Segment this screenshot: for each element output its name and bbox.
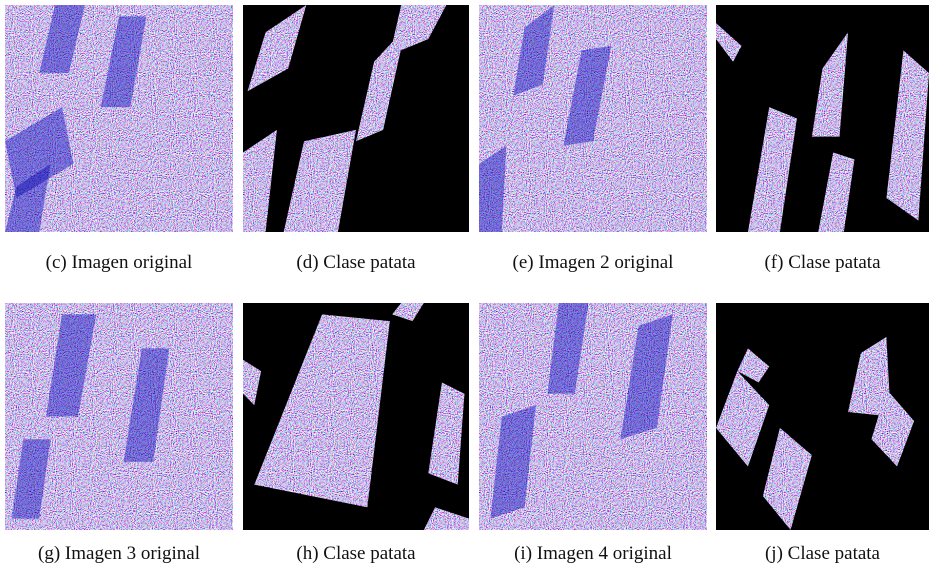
image (716, 303, 929, 530)
image (243, 303, 469, 530)
caption: (i) Imagen 4 original (459, 543, 727, 565)
caption: (h) Clase patata (223, 543, 489, 565)
image (479, 5, 707, 232)
original-image (479, 303, 707, 530)
caption: (d) Clase patata (223, 252, 489, 274)
image (479, 303, 707, 530)
original-image (5, 5, 233, 232)
image (716, 5, 929, 232)
caption: (g) Imagen 3 original (0, 543, 253, 565)
class-mask-image (716, 303, 929, 530)
class-mask-image (243, 5, 469, 232)
caption: (c) Imagen original (0, 252, 253, 274)
image (5, 303, 233, 530)
original-image (5, 303, 233, 530)
figure-page: (c) Imagen original(d) Clase patata(e) I… (0, 0, 931, 577)
caption: (e) Imagen 2 original (459, 252, 727, 274)
caption: (j) Clase patata (696, 543, 931, 565)
class-mask-image (243, 303, 469, 530)
image (243, 5, 469, 232)
class-mask-image (716, 5, 929, 232)
caption: (f) Clase patata (696, 252, 931, 274)
image (5, 5, 233, 232)
original-image (479, 5, 707, 232)
